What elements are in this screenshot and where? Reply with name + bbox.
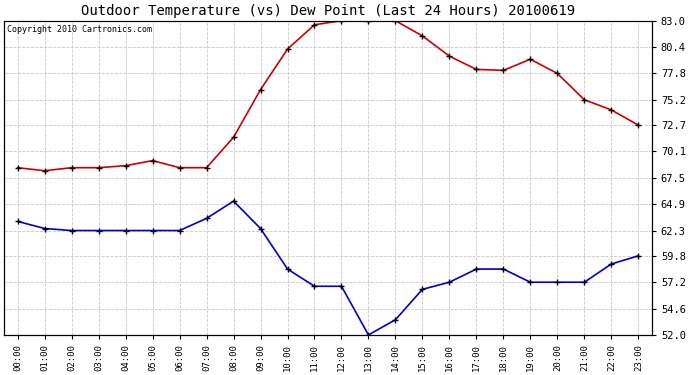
- Title: Outdoor Temperature (vs) Dew Point (Last 24 Hours) 20100619: Outdoor Temperature (vs) Dew Point (Last…: [81, 4, 575, 18]
- Text: Copyright 2010 Cartronics.com: Copyright 2010 Cartronics.com: [8, 26, 152, 34]
